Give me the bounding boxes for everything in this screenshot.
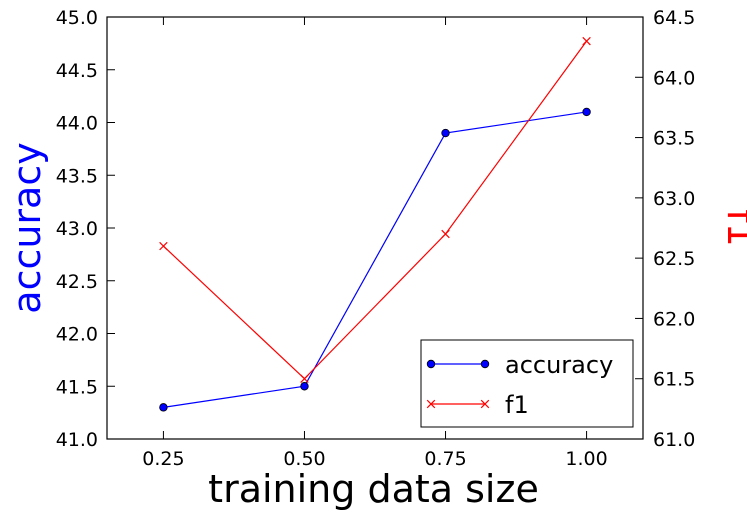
- legend-marker: [480, 399, 490, 409]
- marker-stroke: [159, 241, 168, 251]
- legend-label: accuracy: [505, 351, 613, 379]
- series-line-f1: [163, 40, 588, 380]
- legend-item-f1: f1: [426, 391, 529, 419]
- series-accuracy: [159, 107, 591, 412]
- x-tick-label: 1.00: [565, 448, 607, 470]
- marker-stroke: [441, 229, 450, 239]
- y-right-tick-label: 63.5: [653, 128, 695, 150]
- y-left-tick-label: 41.5: [56, 376, 98, 398]
- x-axis-label: training data size: [208, 467, 539, 511]
- y-right-tick-label: 64.0: [653, 67, 695, 89]
- data-point-f1: [159, 241, 168, 251]
- y-left-tick-label: 43.5: [56, 165, 98, 187]
- x-tick-label: 0.50: [283, 448, 325, 470]
- data-point-accuracy: [300, 382, 309, 391]
- x-tick-label: 0.25: [142, 448, 184, 470]
- series-line-accuracy: [163, 111, 587, 408]
- legend-marker: [480, 359, 490, 369]
- y-left-tick-label: 43.0: [56, 218, 98, 240]
- legend-box: [420, 339, 634, 428]
- legend-marker: [426, 399, 436, 409]
- y-left-tick-label: 44.5: [56, 60, 98, 82]
- y-right-tick-label: 62.0: [653, 308, 695, 330]
- series-group: [159, 36, 591, 412]
- y-left-tick-label: 42.5: [56, 271, 98, 293]
- data-point-accuracy: [582, 107, 591, 117]
- y-right-tick-label: 62.5: [653, 248, 695, 270]
- y-right-tick-label: 61.5: [653, 369, 695, 391]
- data-point-f1: [300, 374, 309, 383]
- y-axis-right-label: f1: [719, 209, 747, 247]
- y-axis-left-label: accuracy: [5, 142, 49, 313]
- data-point-f1: [582, 36, 591, 46]
- y-left-tick-label: 44.0: [56, 113, 98, 135]
- marker-stroke: [582, 36, 591, 46]
- axes-group: 0.25 0.50 0.75 1.00 41.0 41.5 42.0 42.5 43.0 43.5…: [56, 7, 696, 470]
- legend: accuracy f1: [420, 339, 634, 428]
- data-point-f1: [441, 229, 450, 239]
- x-tick-label: 0.75: [424, 448, 466, 470]
- y-left-tick-label: 42.0: [56, 324, 98, 346]
- y-right-tick-label: 63.0: [653, 188, 695, 210]
- marker-stroke: [480, 399, 490, 409]
- y-left-tick-label: 45.0: [56, 7, 98, 29]
- y-left-tick-label: 41.0: [56, 429, 98, 451]
- legend-item-accuracy: accuracy: [426, 351, 613, 379]
- y-right-tick-label: 61.0: [653, 429, 695, 451]
- marker-stroke: [426, 399, 436, 409]
- data-point-accuracy: [441, 128, 450, 138]
- data-point-accuracy: [159, 403, 168, 412]
- legend-marker: [426, 359, 436, 369]
- series-f1: [159, 36, 591, 383]
- marker-stroke: [300, 374, 309, 383]
- y-right-tick-label: 64.5: [653, 7, 695, 29]
- legend-label: f1: [505, 391, 529, 419]
